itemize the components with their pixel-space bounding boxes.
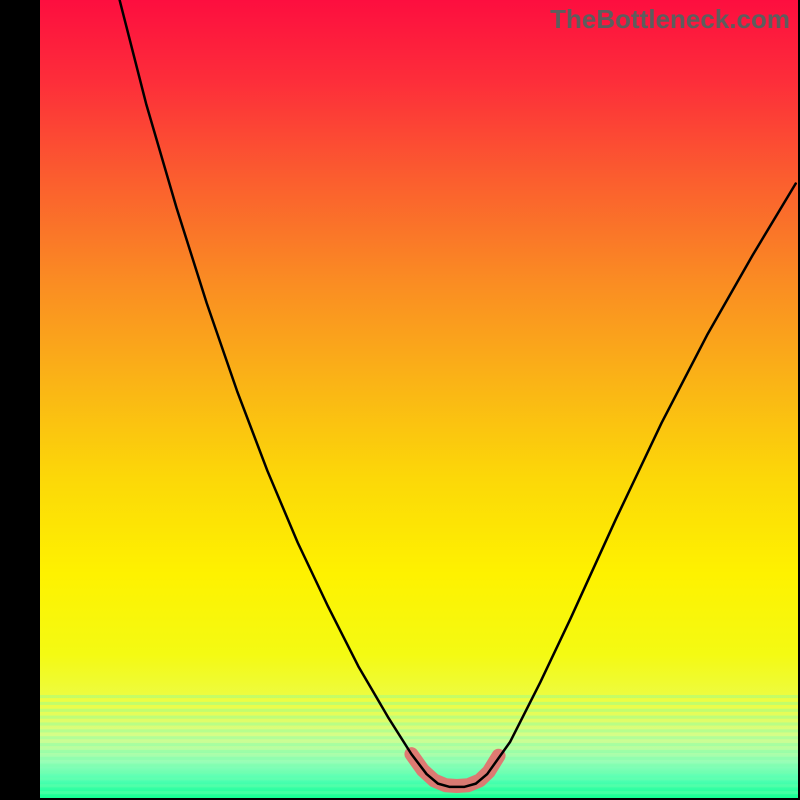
green-banding [40, 695, 798, 794]
watermark: TheBottleneck.com [550, 4, 790, 35]
chart-svg [0, 0, 800, 800]
gradient-background [40, 0, 798, 798]
border-left [0, 0, 40, 800]
bottleneck-chart: TheBottleneck.com [0, 0, 800, 800]
